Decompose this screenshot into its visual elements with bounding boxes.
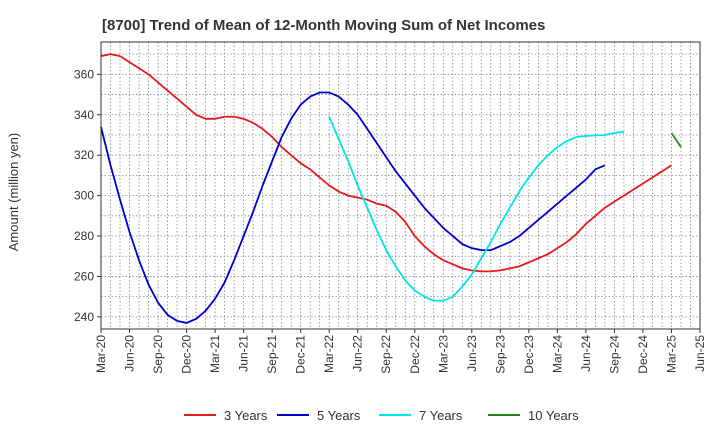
x-tick-label: Jun-25: [693, 335, 707, 372]
x-tick-label: Jun-22: [351, 335, 365, 372]
y-tick-label: 360: [74, 67, 94, 81]
y-tick-label: 300: [74, 189, 94, 203]
y-tick-label: 280: [74, 229, 94, 243]
chart-title: [8700] Trend of Mean of 12-Month Moving …: [102, 17, 545, 34]
x-tick-label: Jun-21: [237, 335, 251, 372]
x-tick-label: Jun-20: [123, 335, 137, 372]
x-tick-label: Dec-20: [180, 335, 194, 374]
x-tick-label: Sep-22: [379, 335, 393, 374]
legend-label-5-years: 5 Years: [317, 408, 361, 423]
x-tick-label: Jun-24: [579, 335, 593, 372]
grid: [101, 42, 700, 329]
x-tick-label: Mar-21: [208, 335, 222, 373]
x-tick-label: Sep-21: [265, 335, 279, 374]
legend: 3 Years 5 Years 7 Years 10 Years: [184, 408, 579, 423]
x-tick-label: Dec-21: [294, 335, 308, 374]
x-tick-label: Mar-24: [550, 335, 564, 373]
x-tick-label: Sep-20: [151, 335, 165, 374]
series-line-3-years: [100, 53, 672, 273]
legend-label-3-years: 3 Years: [224, 408, 268, 423]
y-tick-label: 240: [74, 310, 94, 324]
x-tick-label: Dec-24: [636, 335, 650, 374]
series-line-5-years: [100, 91, 606, 324]
legend-label-7-years: 7 Years: [419, 408, 463, 423]
plot-frame: [100, 41, 701, 330]
series-line-7-years: [328, 116, 625, 302]
y-tick-label: 320: [74, 148, 94, 162]
x-tick-label: Sep-23: [493, 335, 507, 374]
y-tick-label: 260: [74, 269, 94, 283]
y-axis-label: Amount (million yen): [6, 133, 21, 252]
legend-label-10-years: 10 Years: [528, 408, 579, 423]
x-tick-label: Mar-25: [664, 335, 678, 373]
x-tick-label: Mar-20: [94, 335, 108, 373]
y-tick-label: 340: [74, 108, 94, 122]
x-tick-label: Jun-23: [465, 335, 479, 372]
x-axis-ticks: Mar-20 Jun-20 Sep-20 Dec-20 Mar-21 Jun-21 Sep-…: [94, 329, 707, 374]
x-tick-label: Sep-24: [607, 335, 621, 374]
x-tick-label: Mar-22: [322, 335, 336, 373]
series-line-10-years: [670, 132, 682, 148]
x-tick-label: Dec-23: [522, 335, 536, 374]
x-tick-label: Mar-23: [436, 335, 450, 373]
y-axis-ticks: 240 260 280 300 320 340 360: [74, 67, 101, 324]
series-lines: [100, 53, 682, 324]
x-tick-label: Dec-22: [408, 335, 422, 374]
